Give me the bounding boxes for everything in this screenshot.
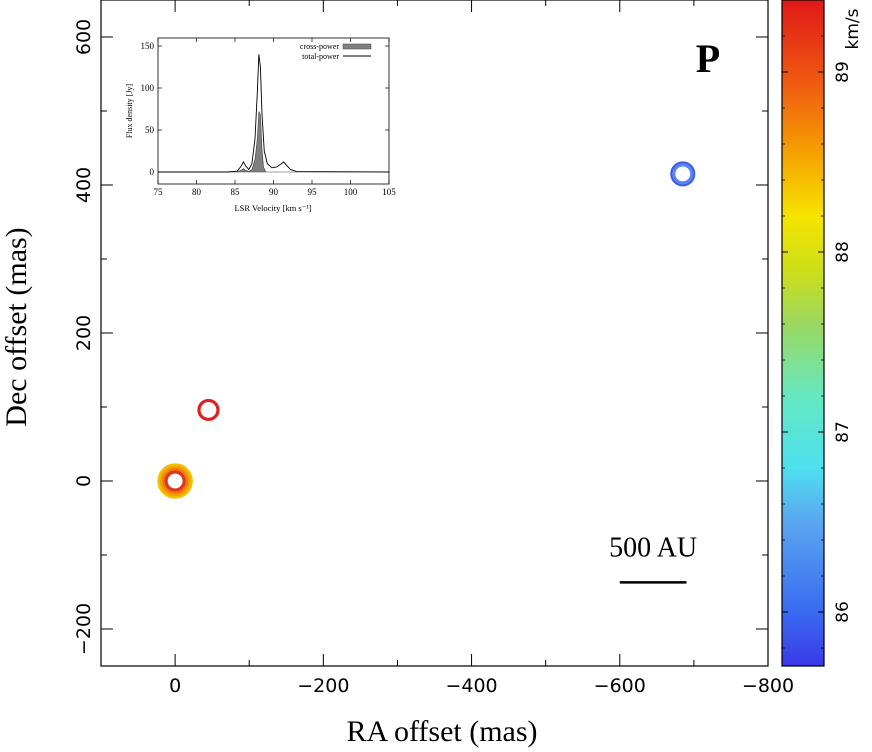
x-tick-label: −200	[297, 675, 349, 697]
y-tick-label: 200	[73, 315, 95, 351]
inset-x-tick-label: 90	[269, 187, 279, 197]
x-tick-label: −600	[594, 675, 646, 697]
inset-x-tick-labels: 75 80 85 90 95 100 105	[154, 187, 397, 197]
maser-spot	[670, 161, 696, 187]
colorbar-tick-labels: 86 87 88 89	[833, 61, 853, 623]
maser-spot	[197, 398, 220, 422]
maser-spots	[157, 161, 696, 499]
y-tick-label: −200	[73, 603, 95, 655]
main-x-axis-label: RA offset (mas)	[346, 715, 537, 748]
inset-y-tick-labels: 0 50 100 150	[141, 41, 155, 177]
inset-x-tick-label: 105	[382, 187, 396, 197]
inset-x-tick-label: 80	[192, 187, 202, 197]
main-axis-ticks	[100, 0, 769, 666]
main-y-tick-labels: −200 0 200 400 600	[73, 19, 95, 655]
x-tick-label: −800	[742, 675, 794, 697]
colorbar-ticks	[782, 35, 824, 649]
inset-y-tick-label: 150	[141, 41, 155, 51]
spectrum-inset: 75 80 85 90 95 100 105 0 50 100 150 LSR Velocity …	[125, 37, 397, 213]
inset-x-tick-label: 95	[308, 187, 318, 197]
total-power-spectrum	[158, 54, 390, 173]
colorbar-tick-label: 87	[833, 421, 853, 443]
y-tick-label: 600	[73, 19, 95, 55]
inset-frame	[157, 37, 390, 185]
panel-label: P	[696, 36, 720, 81]
colorbar-frame	[781, 0, 825, 667]
inset-y-tick-label: 50	[145, 125, 155, 135]
y-tick-label: 400	[73, 167, 95, 203]
colorbar-label: km/s	[843, 8, 863, 49]
inset-x-tick-label: 75	[154, 187, 164, 197]
colorbar-tick-label: 89	[833, 61, 853, 83]
inset-y-tick-label: 100	[141, 83, 155, 93]
maser-spot	[159, 465, 191, 497]
maser-spot	[157, 463, 193, 499]
colorbar-tick-label: 86	[833, 601, 853, 623]
colorbar: 86 87 88 89 km/s	[781, 0, 863, 667]
maser-spot	[164, 470, 186, 492]
legend-cross-power-swatch	[342, 43, 372, 50]
y-tick-label: 0	[73, 475, 95, 487]
scale-bar: 500 AU	[609, 532, 697, 584]
inset-y-tick-label: 0	[150, 167, 155, 177]
main-x-tick-labels: 0 −200 −400 −600 −800	[169, 675, 794, 697]
colorbar-tick-label: 88	[833, 241, 853, 263]
maser-spot	[162, 468, 189, 495]
colorbar-gradient	[782, 0, 824, 666]
x-tick-label: 0	[169, 675, 181, 697]
legend-cross-power-label: cross-power	[300, 42, 339, 51]
main-y-axis-label: Dec offset (mas)	[0, 227, 33, 426]
cross-power-spectrum	[158, 111, 389, 173]
inset-x-tick-label: 100	[344, 187, 358, 197]
inset-legend: cross-power total-power	[300, 42, 372, 61]
inset-y-axis-label: Flux density [Jy]	[125, 84, 134, 139]
maser-spot	[672, 163, 694, 185]
scale-bar-label: 500 AU	[609, 532, 697, 563]
legend-total-power-label: total-power	[302, 52, 339, 61]
x-tick-label: −400	[445, 675, 497, 697]
inset-x-axis-label: LSR Velocity [km s⁻¹]	[234, 203, 311, 213]
inset-x-tick-label: 85	[231, 187, 241, 197]
